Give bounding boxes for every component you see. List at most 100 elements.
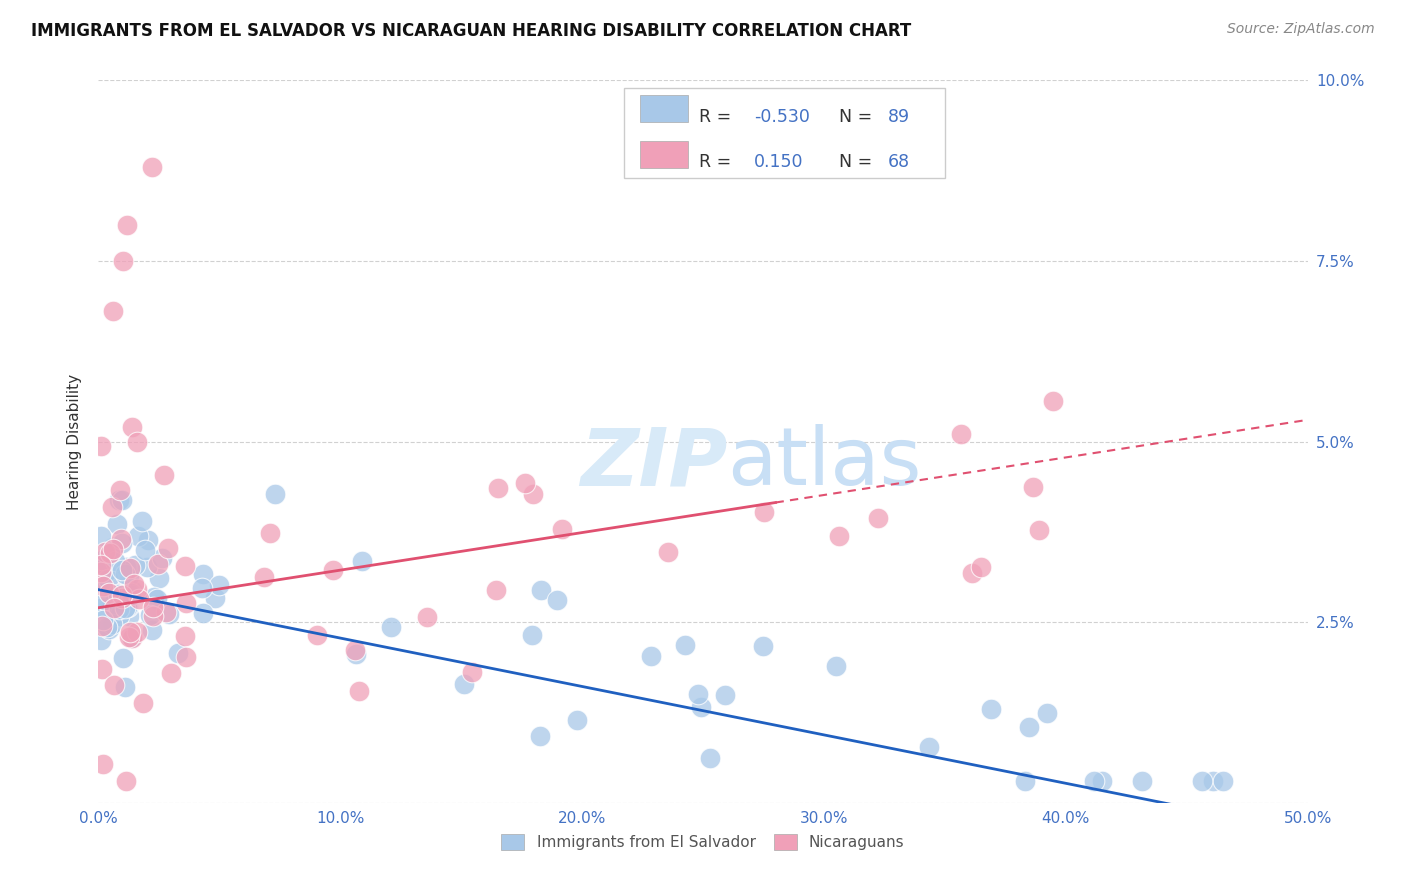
Point [93, 544, 115, 558]
Point [146, 591, 169, 606]
Point [190, 581, 212, 595]
Text: IMMIGRANTS FROM EL SALVADOR VS NICARAGUAN HEARING DISABILITY CORRELATION CHART: IMMIGRANTS FROM EL SALVADOR VS NICARAGUA… [31, 22, 911, 40]
Point [111, 254, 134, 268]
Point [96, 619, 118, 633]
Point [344, 647, 367, 661]
Point [689, 699, 711, 714]
Point [754, 505, 776, 519]
Point [98, 586, 121, 600]
Point [90, 572, 112, 586]
Text: atlas: atlas [727, 425, 921, 502]
Point [93, 593, 115, 607]
Point [90, 529, 112, 543]
Point [416, 610, 439, 624]
Point [1018, 720, 1040, 734]
FancyBboxPatch shape [624, 87, 945, 178]
Point [380, 620, 402, 634]
Point [107, 609, 129, 624]
Point [918, 739, 941, 754]
Point [121, 583, 143, 598]
Point [120, 588, 142, 602]
Point [486, 482, 509, 496]
FancyBboxPatch shape [640, 141, 689, 169]
Point [640, 649, 662, 664]
Point [673, 638, 696, 652]
Point [121, 631, 143, 645]
Point [110, 493, 132, 508]
Point [122, 629, 145, 643]
Point [101, 304, 124, 318]
Point [101, 598, 124, 612]
Point [121, 420, 143, 434]
Point [529, 729, 551, 743]
Point [125, 582, 148, 596]
Point [118, 609, 141, 624]
Text: R =: R = [699, 153, 737, 171]
Point [153, 468, 176, 483]
Point [101, 542, 124, 557]
Point [94, 565, 117, 579]
Text: N =: N = [828, 108, 877, 126]
Point [115, 600, 138, 615]
Point [107, 602, 129, 616]
Point [90, 558, 112, 572]
Point [103, 540, 125, 554]
Point [101, 616, 124, 631]
Point [347, 684, 370, 698]
Point [91, 757, 114, 772]
Point [90, 632, 112, 647]
Point [103, 601, 125, 615]
Point [98, 543, 121, 558]
Point [139, 607, 162, 622]
Point [124, 558, 146, 572]
Point [127, 529, 149, 543]
Point [1202, 774, 1225, 789]
Point [174, 596, 197, 610]
Point [98, 546, 121, 560]
Point [90, 601, 112, 615]
Point [980, 701, 1002, 715]
Point [142, 609, 165, 624]
Point [97, 572, 120, 586]
Y-axis label: Hearing Disability: Hearing Disability [67, 374, 83, 509]
Point [90, 439, 112, 453]
Text: Source: ZipAtlas.com: Source: ZipAtlas.com [1227, 22, 1375, 37]
Point [120, 631, 142, 645]
Point [751, 639, 773, 653]
Text: 68: 68 [889, 153, 910, 171]
Point [91, 618, 114, 632]
Point [173, 630, 195, 644]
Point [118, 630, 141, 644]
Point [104, 554, 127, 568]
Point [146, 558, 169, 572]
Point [91, 558, 114, 572]
Point [111, 591, 134, 606]
Point [166, 646, 188, 660]
Point [118, 561, 141, 575]
Text: -0.530: -0.530 [754, 108, 810, 126]
Point [155, 606, 177, 620]
Point [713, 688, 735, 702]
Point [1130, 774, 1153, 789]
Point [688, 687, 710, 701]
Point [191, 566, 214, 581]
Point [111, 563, 134, 577]
Point [90, 572, 112, 586]
Point [204, 591, 226, 605]
Point [120, 625, 142, 640]
Text: ZIP: ZIP [579, 425, 727, 502]
Point [157, 607, 180, 621]
Point [90, 565, 112, 579]
Point [91, 558, 114, 572]
Point [307, 628, 329, 642]
Point [565, 713, 588, 727]
Point [460, 665, 482, 679]
Point [970, 560, 993, 574]
Point [114, 567, 136, 582]
Point [136, 533, 159, 547]
Point [108, 492, 131, 507]
Point [529, 582, 551, 597]
Point [141, 624, 163, 638]
Point [90, 552, 112, 566]
Text: R =: R = [699, 108, 737, 126]
